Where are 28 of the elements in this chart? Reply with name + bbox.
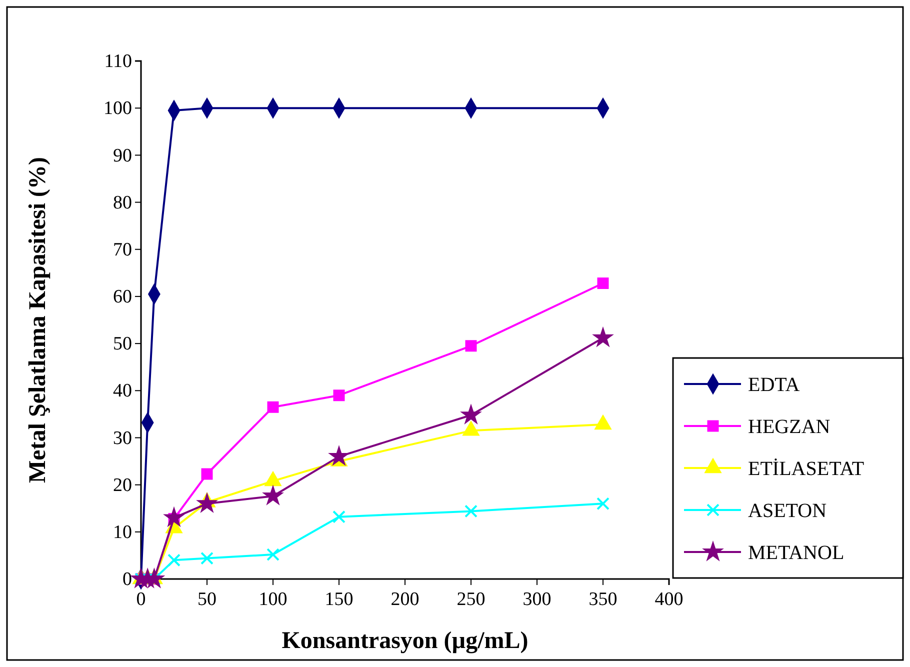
legend-label: ASETON <box>748 500 827 522</box>
y-tick-label: 20 <box>113 474 132 496</box>
x-tick-label: 0 <box>136 589 146 610</box>
legend-label: HEGZAN <box>748 416 830 438</box>
x-tick-label: 250 <box>456 589 486 610</box>
x-tick-label: 50 <box>198 589 216 610</box>
y-tick-label: 100 <box>104 98 132 120</box>
y-tick-label: 30 <box>113 428 132 449</box>
x-tick-label: 400 <box>654 589 684 610</box>
y-tick-label: 90 <box>113 145 132 166</box>
legend-label: ETİLASETAT <box>748 458 864 480</box>
y-tick-label: 50 <box>113 334 132 355</box>
x-tick-label: 300 <box>522 589 552 610</box>
x-tick-label: 100 <box>258 589 288 610</box>
legend-label: METANOL <box>748 542 844 564</box>
y-axis-title: Metal Şelatlama Kapasitesi (%) <box>25 157 51 483</box>
y-tick-label: 0 <box>122 569 132 590</box>
x-tick-label: 350 <box>588 589 618 610</box>
x-tick-label: 150 <box>324 589 354 610</box>
legend-label: EDTA <box>748 374 800 396</box>
y-tick-label: 80 <box>113 192 132 214</box>
y-tick-label: 110 <box>104 51 132 72</box>
x-axis-title: Konsantrasyon (µg/mL) <box>282 628 528 654</box>
y-tick-label: 40 <box>113 380 132 402</box>
x-tick-label: 200 <box>390 589 420 610</box>
y-tick-label: 60 <box>113 286 132 308</box>
y-tick-label: 10 <box>113 522 132 543</box>
y-tick-label: 70 <box>113 239 132 260</box>
